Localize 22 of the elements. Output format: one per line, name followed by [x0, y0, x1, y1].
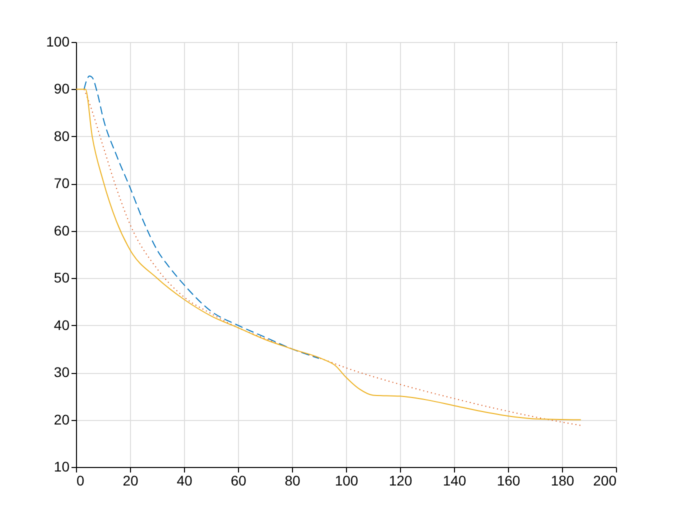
y-tick-label: 60: [54, 222, 70, 238]
x-tick-label: 40: [176, 472, 192, 488]
y-tick-label: 100: [46, 34, 70, 50]
y-tick-label: 90: [54, 80, 70, 97]
x-tick-label: 180: [550, 472, 574, 488]
y-tick-label: 40: [54, 316, 70, 333]
x-tick-label: 160: [496, 472, 520, 488]
y-tick-label: 70: [54, 175, 70, 192]
x-tick-label: 140: [442, 472, 466, 488]
y-tick-label: 50: [54, 270, 70, 286]
y-tick-label: 30: [54, 364, 70, 380]
y-tick-label: 10: [54, 458, 70, 474]
x-tick-label: 0: [76, 472, 84, 488]
x-tick-label: 100: [334, 472, 358, 488]
x-tick-label: 60: [230, 472, 246, 488]
x-tick-label: 20: [122, 472, 138, 488]
x-tick-label: 120: [388, 472, 412, 488]
y-tick-label: 80: [54, 128, 70, 144]
y-tick-label: 20: [54, 411, 70, 428]
x-tick-label: 200: [593, 472, 617, 488]
line-series: [84, 76, 320, 359]
x-tick-label: 80: [284, 472, 300, 488]
